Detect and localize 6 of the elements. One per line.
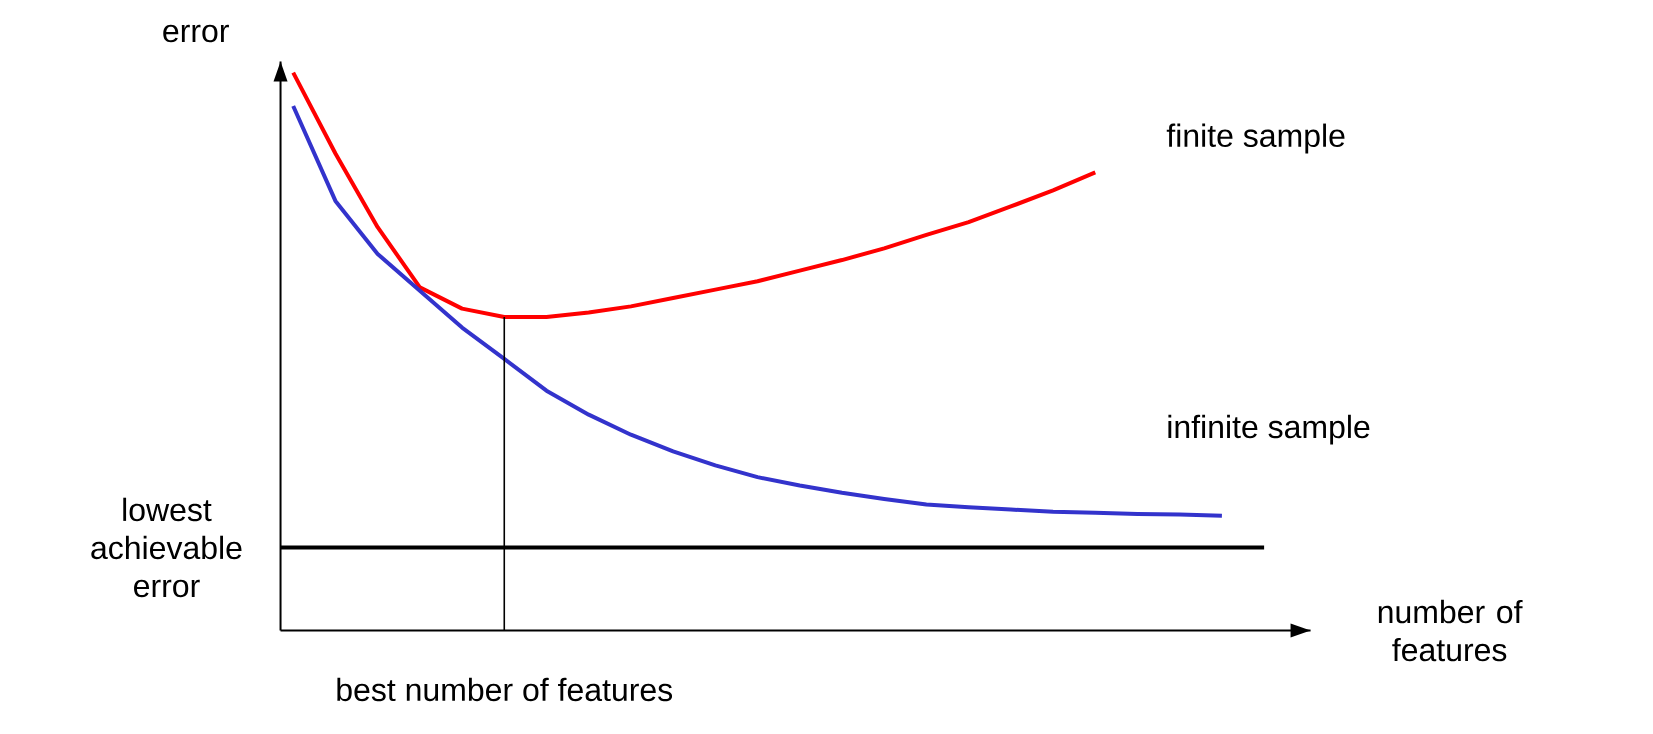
y-axis-title: error: [163, 24, 229, 43]
x-axis-title: number of features: [1378, 599, 1523, 662]
text: infinite sample: [1168, 414, 1370, 445]
text: finite sample: [1166, 123, 1345, 154]
text: best number of features: [337, 677, 673, 702]
ref-line-label: lowest achievable error: [91, 497, 242, 598]
